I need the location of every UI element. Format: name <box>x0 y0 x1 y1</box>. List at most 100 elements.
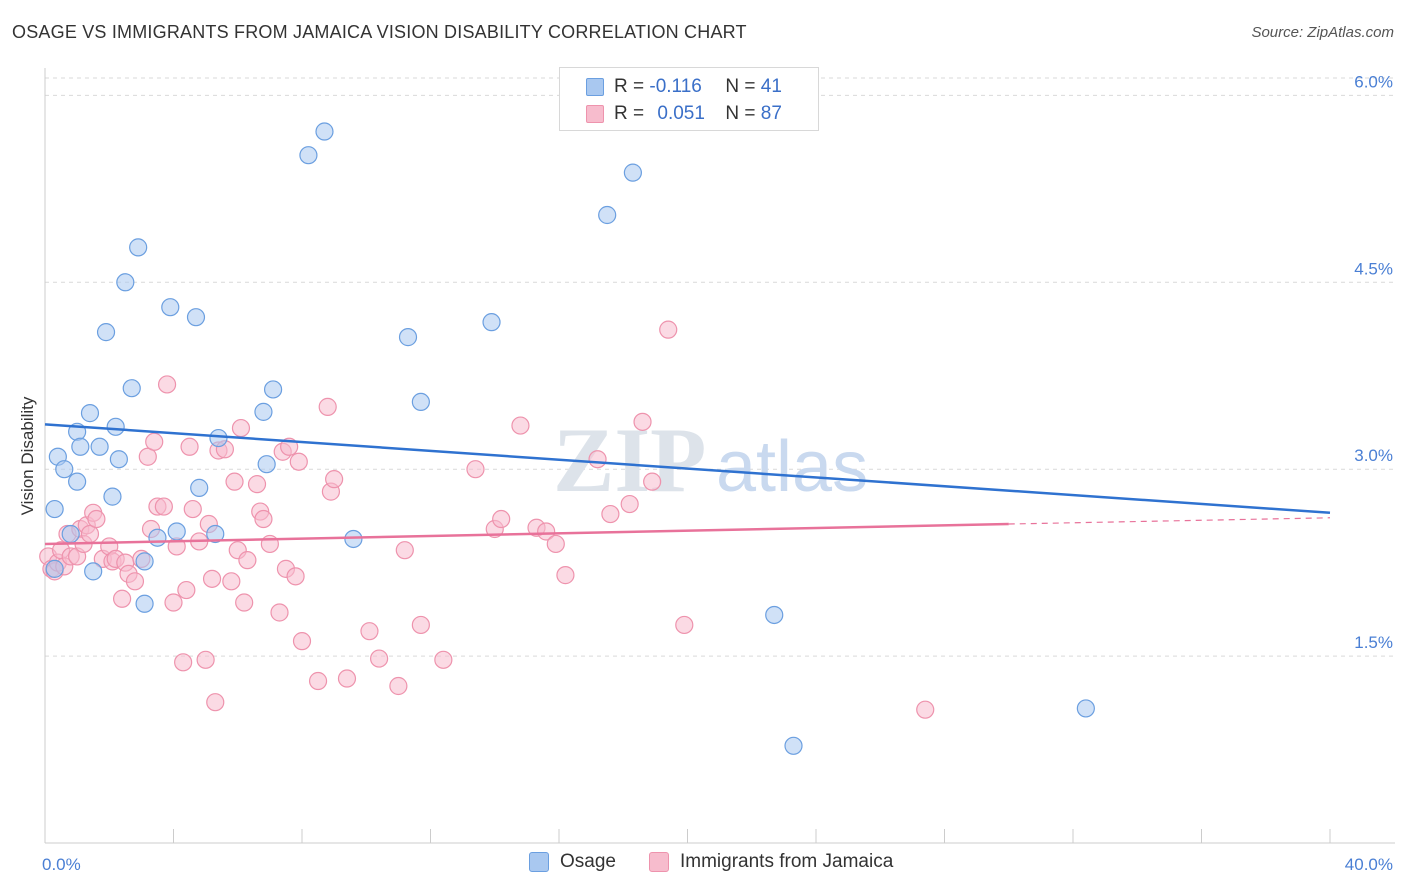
jamaica-point <box>235 593 254 612</box>
osage-point <box>186 308 206 327</box>
osage-point <box>190 478 209 497</box>
legend-r-value: -0.116 <box>649 76 702 97</box>
osage-point <box>71 437 90 456</box>
jamaica-point <box>308 671 328 691</box>
jamaica-point <box>511 416 530 435</box>
legend-r-label: R = <box>614 103 650 124</box>
legend-swatch-osage <box>586 78 604 96</box>
osage-point <box>61 524 80 544</box>
jamaica-point <box>247 475 267 494</box>
jamaica-point <box>643 472 662 491</box>
osage-point <box>784 736 803 755</box>
osage-point <box>45 559 64 578</box>
legend-r-label: R = <box>614 76 650 97</box>
osage-point <box>129 238 148 257</box>
bottom-legend-osage: Osage <box>529 851 616 873</box>
jamaica-point <box>174 653 193 672</box>
label-layer: 1.5% 3.0% 4.5% 6.0% 0.0% 40.0% Vision Disabili… <box>18 72 1393 874</box>
jamaica-point <box>145 432 164 451</box>
legend: R = -0.116 N = 41 R = 0.051 N = 87 <box>559 67 819 131</box>
osage-point <box>315 122 334 141</box>
jamaica-point <box>225 472 244 491</box>
osage-point <box>96 323 116 342</box>
jamaica-trend-line <box>44 522 1009 546</box>
x-tick-label-min: 0.0% <box>42 855 81 874</box>
watermark-atlas: atlas <box>716 427 868 507</box>
jamaica-point <box>434 650 453 669</box>
osage-point <box>209 428 228 448</box>
osage-point <box>398 328 418 347</box>
osage-point <box>135 552 154 571</box>
osage-trend-line <box>44 423 1331 515</box>
jamaica-point <box>325 470 344 489</box>
jamaica-point <box>112 589 132 608</box>
jamaica-point <box>411 615 430 635</box>
jamaica-point <box>620 494 639 514</box>
jamaica-point <box>360 622 379 641</box>
jamaica-point <box>154 497 173 516</box>
jamaica-point <box>659 320 678 339</box>
y-tick-label: 6.0% <box>1354 72 1393 91</box>
jamaica-point <box>466 460 485 479</box>
jamaica-point <box>164 593 183 612</box>
osage-point <box>598 205 617 225</box>
jamaica-point <box>238 551 257 570</box>
y-axis-label: Vision Disability <box>18 396 37 515</box>
jamaica-point <box>180 437 199 456</box>
osage-point <box>80 404 100 423</box>
jamaica-point <box>138 447 157 466</box>
jamaica-point <box>633 412 652 431</box>
jamaica-trend-line-extension <box>1008 517 1331 525</box>
jamaica-point <box>492 509 511 529</box>
jamaica-point <box>395 541 414 560</box>
jamaica-point <box>87 509 106 529</box>
jamaica-point <box>183 499 202 519</box>
jamaica-point <box>916 700 935 719</box>
osage-point <box>206 524 225 544</box>
osage-point <box>167 522 186 541</box>
osage-point <box>254 402 273 421</box>
jamaica-point <box>588 450 607 469</box>
osage-point <box>263 380 283 399</box>
jamaica-point <box>389 676 408 696</box>
jamaica-point <box>675 615 694 635</box>
jamaica-point <box>177 580 196 600</box>
jamaica-point <box>206 693 225 712</box>
osage-point <box>765 605 784 625</box>
osage-point <box>45 499 64 519</box>
osage-point <box>106 417 125 436</box>
osage-point <box>257 455 276 474</box>
jamaica-point <box>337 669 357 688</box>
jamaica-point <box>546 534 565 554</box>
osage-point <box>116 273 135 292</box>
bottom-legend: Osage Immigrants from Jamaica <box>0 851 1406 877</box>
legend-n-label: N = <box>725 103 761 124</box>
osage-point <box>482 313 501 332</box>
legend-r-value: 0.051 <box>657 103 705 124</box>
y-tick-label: 4.5% <box>1354 259 1393 278</box>
bottom-legend-label-jamaica: Immigrants from Jamaica <box>680 851 894 872</box>
osage-point <box>411 392 430 412</box>
jamaica-point <box>231 418 251 438</box>
jamaica-point <box>157 375 177 394</box>
chart-source: Source: ZipAtlas.com <box>1251 24 1394 41</box>
legend-n-label: N = <box>725 76 761 97</box>
jamaica-point <box>601 504 620 524</box>
x-tick-label-max: 40.0% <box>1345 855 1393 874</box>
osage-point <box>623 163 642 182</box>
jamaica-point <box>254 509 273 529</box>
jamaica-point <box>370 649 389 668</box>
osage-point <box>161 298 180 317</box>
axis-layer <box>44 68 1395 844</box>
osage-point <box>299 146 318 165</box>
jamaica-point <box>292 632 312 651</box>
osage-point <box>1076 699 1095 718</box>
osage-point <box>103 487 122 506</box>
osage-point <box>90 437 109 456</box>
y-tick-label: 3.0% <box>1354 446 1393 465</box>
legend-row-osage: R = -0.116 N = 41 <box>586 74 782 100</box>
osage-point <box>135 594 154 613</box>
jamaica-point <box>537 522 556 541</box>
jamaica-point <box>318 397 337 416</box>
